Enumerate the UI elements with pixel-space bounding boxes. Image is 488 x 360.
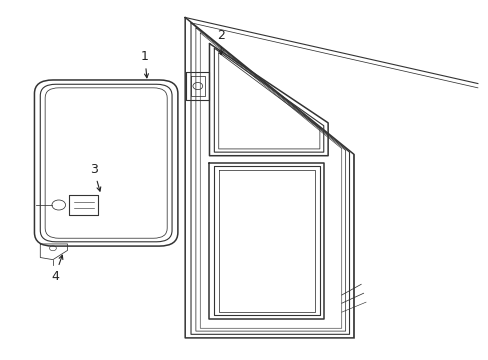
Text: 4: 4 bbox=[51, 255, 63, 283]
Text: 2: 2 bbox=[217, 29, 224, 54]
Text: 1: 1 bbox=[141, 50, 148, 78]
Text: 3: 3 bbox=[90, 163, 101, 191]
